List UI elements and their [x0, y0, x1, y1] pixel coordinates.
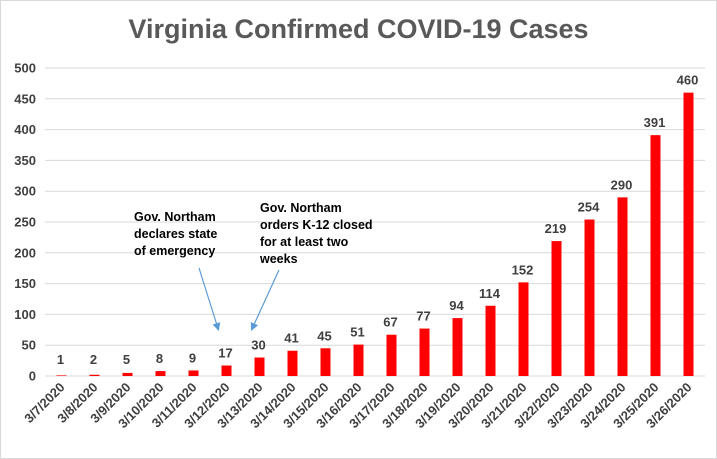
data-label: 94 [449, 298, 464, 313]
bar [287, 350, 298, 376]
y-tick-label: 0 [29, 369, 36, 384]
data-label: 1 [57, 352, 64, 367]
chart-title: Virginia Confirmed COVID-19 Cases [128, 14, 589, 44]
bar [518, 282, 529, 376]
y-tick-label: 250 [14, 215, 36, 230]
bar [221, 365, 232, 376]
y-tick-label: 50 [22, 338, 36, 353]
bar [254, 357, 265, 376]
data-label: 41 [284, 331, 298, 346]
data-label: 30 [251, 338, 265, 353]
data-label: 219 [545, 221, 567, 236]
data-label: 17 [218, 346, 232, 361]
bar [122, 372, 133, 376]
annotation-emergency: Gov. Northam declares state of emergency [134, 210, 218, 258]
bar [617, 197, 628, 376]
data-label: 8 [156, 351, 163, 366]
bar [683, 92, 694, 376]
data-label: 460 [677, 73, 699, 88]
data-label: 290 [611, 177, 633, 192]
data-label: 67 [383, 315, 397, 330]
data-label: 254 [578, 200, 600, 215]
annotation-arrows [198, 267, 280, 331]
data-label: 114 [479, 286, 501, 301]
data-label: 5 [123, 352, 130, 367]
y-tick-label: 500 [14, 61, 36, 76]
data-label: 45 [317, 328, 331, 343]
y-tick-label: 450 [14, 91, 36, 106]
data-label: 152 [512, 262, 534, 277]
data-label: 391 [644, 115, 666, 130]
bar [419, 328, 430, 376]
bar [353, 344, 364, 376]
data-label: 51 [350, 325, 364, 340]
data-labels: 1 2 5 8 9 17 30 41 45 51 67 77 94 114 152 219 254 290 391 4… [57, 73, 698, 367]
annotation-arrow [250, 269, 280, 331]
y-tick-label: 400 [14, 122, 36, 137]
x-axis: 3/7/20203/8/20203/9/20203/10/20203/11/20… [21, 380, 694, 432]
bar [89, 374, 100, 376]
y-tick-label: 150 [14, 276, 36, 291]
annotation-school-closure: Gov. Northam orders K-12 closed for at l… [260, 201, 373, 266]
data-label: 9 [189, 350, 196, 365]
y-tick-label: 200 [14, 245, 36, 260]
bar [551, 241, 562, 376]
bar [485, 305, 496, 376]
y-tick-label: 350 [14, 153, 36, 168]
bar [188, 370, 199, 376]
bar [650, 135, 661, 376]
bar [320, 348, 331, 376]
annotation-arrow [198, 267, 221, 331]
bar [584, 219, 595, 376]
bar [452, 318, 463, 376]
bar [386, 334, 397, 376]
y-tick-label: 300 [14, 184, 36, 199]
gridlines [45, 67, 705, 377]
y-axis: 0 50 100 150 200 250 300 350 400 450 500 [14, 61, 36, 384]
bars [56, 92, 694, 376]
data-label: 2 [90, 352, 97, 367]
y-tick-label: 100 [14, 307, 36, 322]
bar [155, 371, 166, 376]
bar [56, 375, 67, 376]
data-label: 77 [416, 309, 430, 324]
